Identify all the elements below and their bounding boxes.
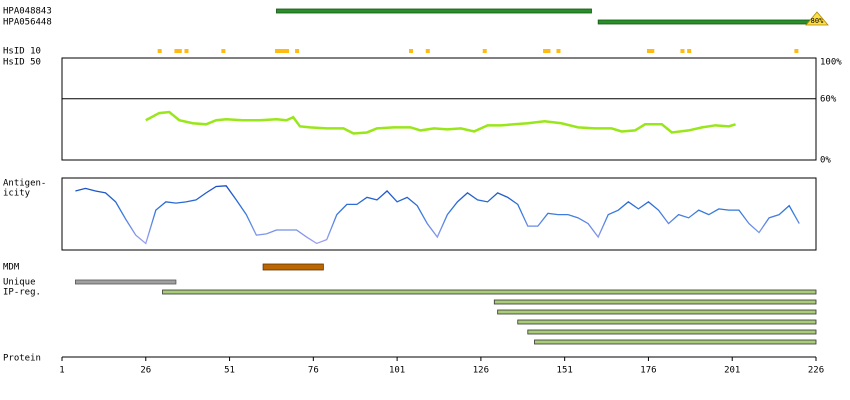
track-label: IP-reg. [3, 288, 41, 298]
track-label: HsID 50 [3, 58, 41, 68]
track-label: MDM [3, 263, 20, 273]
ip_reg-region [527, 329, 817, 335]
antibody-name: HPA056448 [3, 18, 52, 28]
hsid-tick [174, 49, 179, 53]
hsid-tick [157, 49, 162, 53]
hsid-tick [177, 49, 182, 53]
identity-line [145, 110, 736, 135]
hsid-tick [543, 49, 548, 53]
hsid-tick [285, 49, 290, 53]
hsid-tick [184, 49, 189, 53]
hsid-tick [482, 49, 487, 53]
y-tick-label: 0% [820, 156, 831, 166]
ip_reg-region [162, 289, 817, 295]
hsid-tick [794, 49, 799, 53]
ip_reg-region [493, 299, 817, 305]
x-tick-label: 201 [724, 366, 740, 376]
ip_reg-region [497, 309, 817, 315]
x-tick-label: 176 [640, 366, 656, 376]
hsid-tick [281, 49, 286, 53]
hsid-tick [546, 49, 551, 53]
ip_reg-region [517, 319, 817, 325]
antibody-bar [597, 19, 817, 25]
track-label: Protein [3, 354, 41, 364]
x-tick-label: 51 [224, 366, 235, 376]
track-label: icity [3, 189, 31, 199]
antibody-name: HPA048843 [3, 7, 52, 17]
x-tick-label: 101 [389, 366, 405, 376]
hsid-tick [295, 49, 300, 53]
marker-label: 80% [811, 17, 824, 25]
hsid-tick [680, 49, 685, 53]
mdm-region [262, 263, 324, 271]
hsid-tick [409, 49, 414, 53]
unique-region [75, 279, 177, 285]
hsid-tick [221, 49, 226, 53]
y-tick-label: 100% [820, 58, 842, 68]
hsid-tick [687, 49, 692, 53]
hsid-tick [274, 49, 279, 53]
x-tick-label: 151 [557, 366, 573, 376]
track-label: HsID 10 [3, 47, 41, 57]
x-tick-label: 1 [59, 366, 64, 376]
x-tick-label: 126 [473, 366, 489, 376]
track-label: Antigen- [3, 179, 46, 189]
track-label: Unique [3, 278, 36, 288]
hsid-tick [425, 49, 430, 53]
marker-triangle [805, 11, 829, 26]
antigenicity-frame [61, 177, 817, 251]
x-tick-label: 76 [308, 366, 319, 376]
antigenicity-line [75, 185, 800, 245]
hsid-tick [650, 49, 655, 53]
identity-frame [61, 57, 817, 161]
x-tick-label: 226 [808, 366, 824, 376]
hsid-tick [556, 49, 561, 53]
y-tick-label: 60% [820, 94, 837, 104]
antibody-bar [276, 8, 592, 14]
x-tick-label: 26 [140, 366, 151, 376]
hsid-tick [646, 49, 651, 53]
ip_reg-region [534, 339, 817, 345]
hsid-tick [278, 49, 283, 53]
